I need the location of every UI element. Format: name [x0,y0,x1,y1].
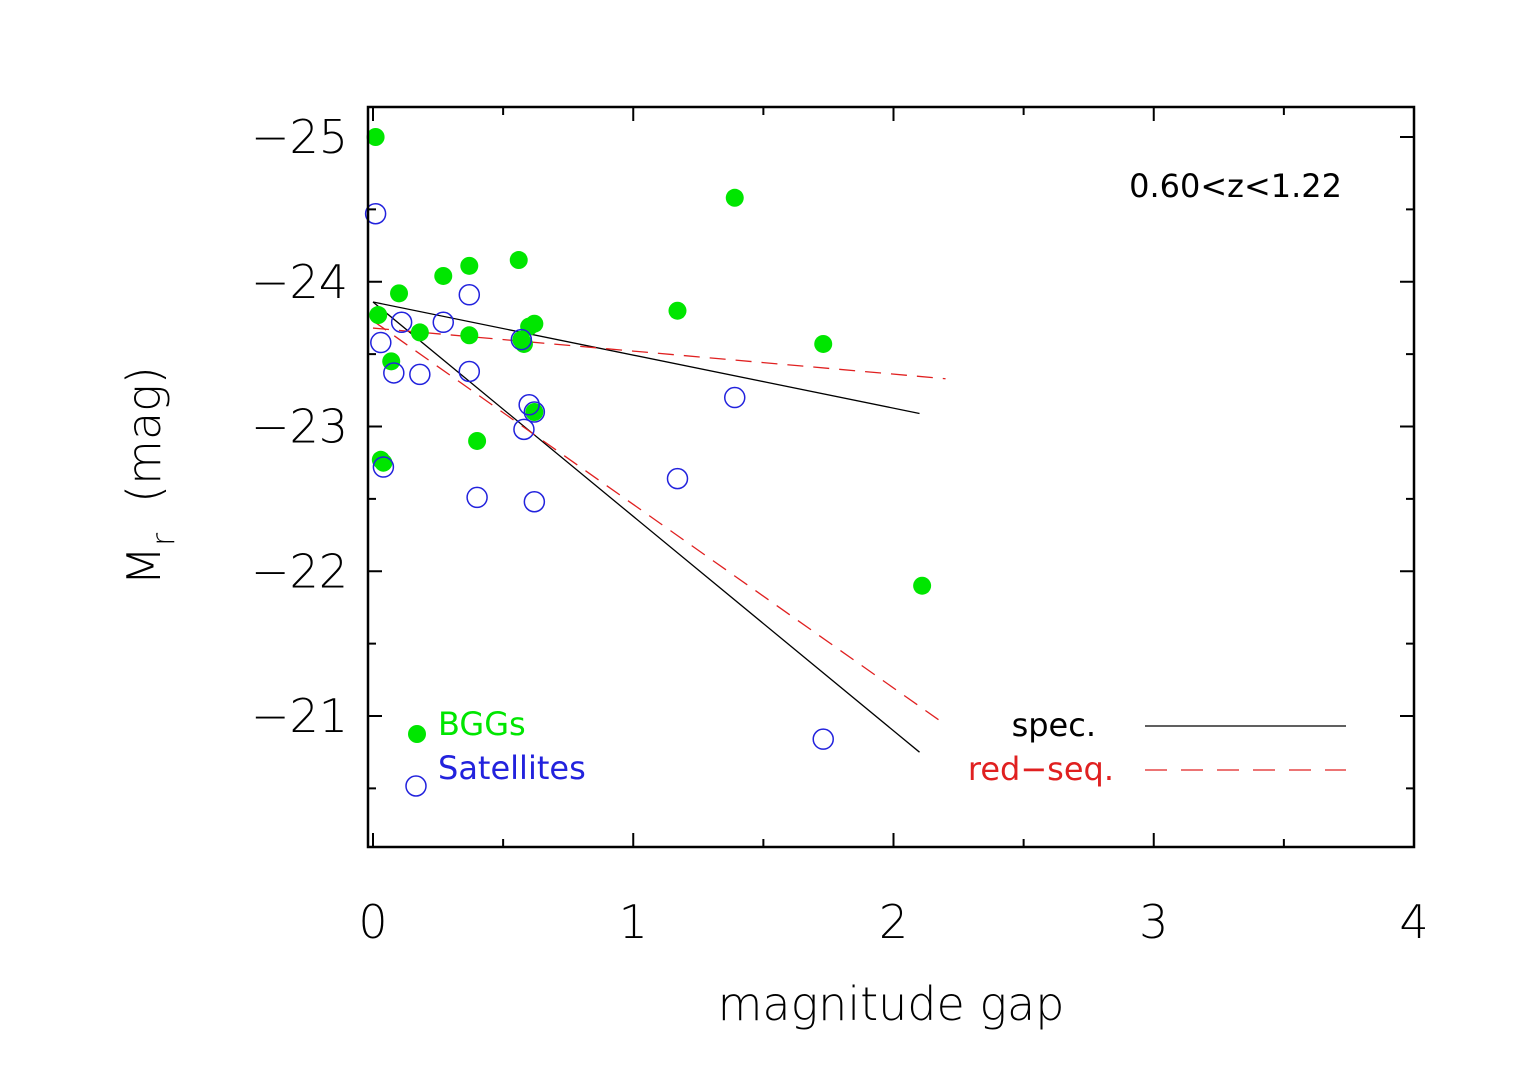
bgg-point [390,284,409,303]
y-tick-label: −24 [251,255,348,309]
x-tick-label: 1 [619,895,648,949]
bgg-point [366,128,385,146]
satellite-point [409,363,431,386]
x-tick-labels: 0 1 2 3 4 [358,895,1428,949]
x-tick-label: 0 [358,895,387,949]
y-tick-label: −22 [251,544,348,598]
fit-lines [372,301,946,753]
satellite-point [383,362,405,384]
bgg-point [369,306,388,325]
y-tick-label: −23 [251,400,348,454]
x-tick-label: 3 [1139,895,1168,949]
satellite-point [523,491,546,513]
bgg-point [460,326,479,345]
satellite-point [390,311,413,334]
satellite-point [458,360,481,383]
bgg-point [468,431,487,450]
satellite-point [364,202,387,225]
x-tick-label: 2 [879,895,908,949]
svg-text:Mr(mag): Mr (mag) [117,366,182,585]
satellite-point [510,328,533,351]
bgg-point [410,323,429,342]
y-tick-labels: −25 −24 −23 −22 −21 [251,110,348,743]
y-axis-title-subscript: r [144,532,182,546]
fit-line-spec [372,301,920,415]
bgg-point [514,334,533,353]
y-axis-title-symbol: M [117,546,171,586]
bgg-point [460,256,479,275]
satellite-point [523,401,546,423]
satellite-point [513,418,535,441]
satellite-point [723,386,746,409]
bgg-point [434,266,453,285]
satellite-point [812,728,834,750]
data-points [364,128,932,750]
y-axis-title: Mr (mag) [117,366,182,585]
x-tick-label: 4 [1399,895,1428,949]
axis-ticks [368,107,1415,847]
satellite-point [666,467,689,490]
bgg-point [814,334,833,353]
bgg-point [525,403,544,422]
legend-bggs-label: BGGs [438,705,526,743]
satellite-point [466,486,488,509]
legend-spec-label: spec. [1012,706,1096,744]
redshift-annotation: 0.60<z<1.22 [1129,167,1342,205]
satellite-point [370,331,392,354]
legend-bggs-marker [408,725,426,743]
y-tick-label: −25 [251,110,348,164]
x-axis-title: magnitude gap [718,977,1065,1031]
fit-line-redseq [372,320,946,726]
bgg-point [509,251,528,270]
fit-line-redseq [372,327,946,380]
fit-line-spec [372,301,920,753]
bgg-point [725,188,744,207]
bgg-point [913,576,932,595]
legend-satellites-marker [405,775,427,797]
bgg-point [668,301,687,320]
legend-redseq-label: red−seq. [968,750,1114,788]
satellite-point [372,456,395,478]
y-tick-label: −21 [251,689,348,743]
plot-frame [366,105,1416,849]
y-axis-title-unit: (mag) [117,366,171,503]
satellite-point [432,311,455,334]
satellite-point [458,284,481,306]
legend-satellites-label: Satellites [438,749,586,787]
bgg-point [525,314,544,333]
satellite-point [518,394,540,416]
